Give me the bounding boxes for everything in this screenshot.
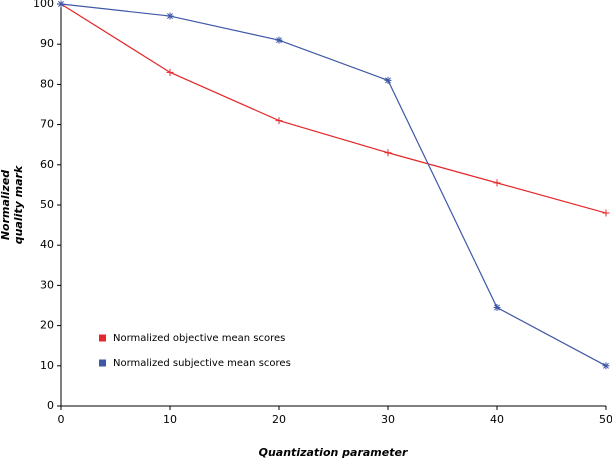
data-point [166, 68, 174, 76]
y-tick-label: 60 [40, 158, 54, 171]
data-point [602, 362, 610, 370]
x-tick-label: 30 [381, 413, 395, 426]
legend-label: Normalized objective mean scores [113, 333, 285, 344]
y-axis-label-line: quality mark [12, 165, 25, 244]
y-axis-label: Normalized quality mark [0, 165, 25, 244]
data-point [275, 117, 283, 125]
y-tick-label: 90 [40, 37, 54, 50]
data-point [384, 76, 392, 84]
data-point [166, 12, 174, 20]
x-tick-label: 10 [163, 413, 177, 426]
y-tick-label: 100 [33, 0, 54, 10]
data-point [493, 179, 501, 187]
y-tick-label: 0 [47, 399, 54, 412]
x-axis-label: Quantization parameter [259, 446, 408, 459]
x-tick-label: 0 [58, 413, 65, 426]
data-point [493, 304, 501, 312]
y-tick-label: 50 [40, 198, 54, 211]
y-axis-label-line: Normalized [0, 170, 12, 240]
data-point [384, 149, 392, 157]
legend-swatch [99, 334, 106, 342]
series-line [60, 3, 607, 367]
y-tick-label: 20 [40, 319, 54, 332]
y-tick-label: 80 [40, 77, 54, 90]
y-tick-label: 40 [40, 238, 54, 251]
data-point [57, 0, 65, 8]
x-tick-label: 50 [599, 413, 612, 426]
y-tick-label: 10 [40, 359, 54, 372]
legend-swatch [99, 359, 106, 367]
data-point [275, 36, 283, 44]
y-tick-label: 70 [40, 118, 54, 131]
x-tick-label: 40 [490, 413, 504, 426]
x-tick-label: 20 [272, 413, 286, 426]
y-tick-label: 30 [40, 278, 54, 291]
data-point [602, 209, 610, 217]
series-line [60, 3, 607, 214]
legend-label: Normalized subjective mean scores [113, 358, 291, 369]
